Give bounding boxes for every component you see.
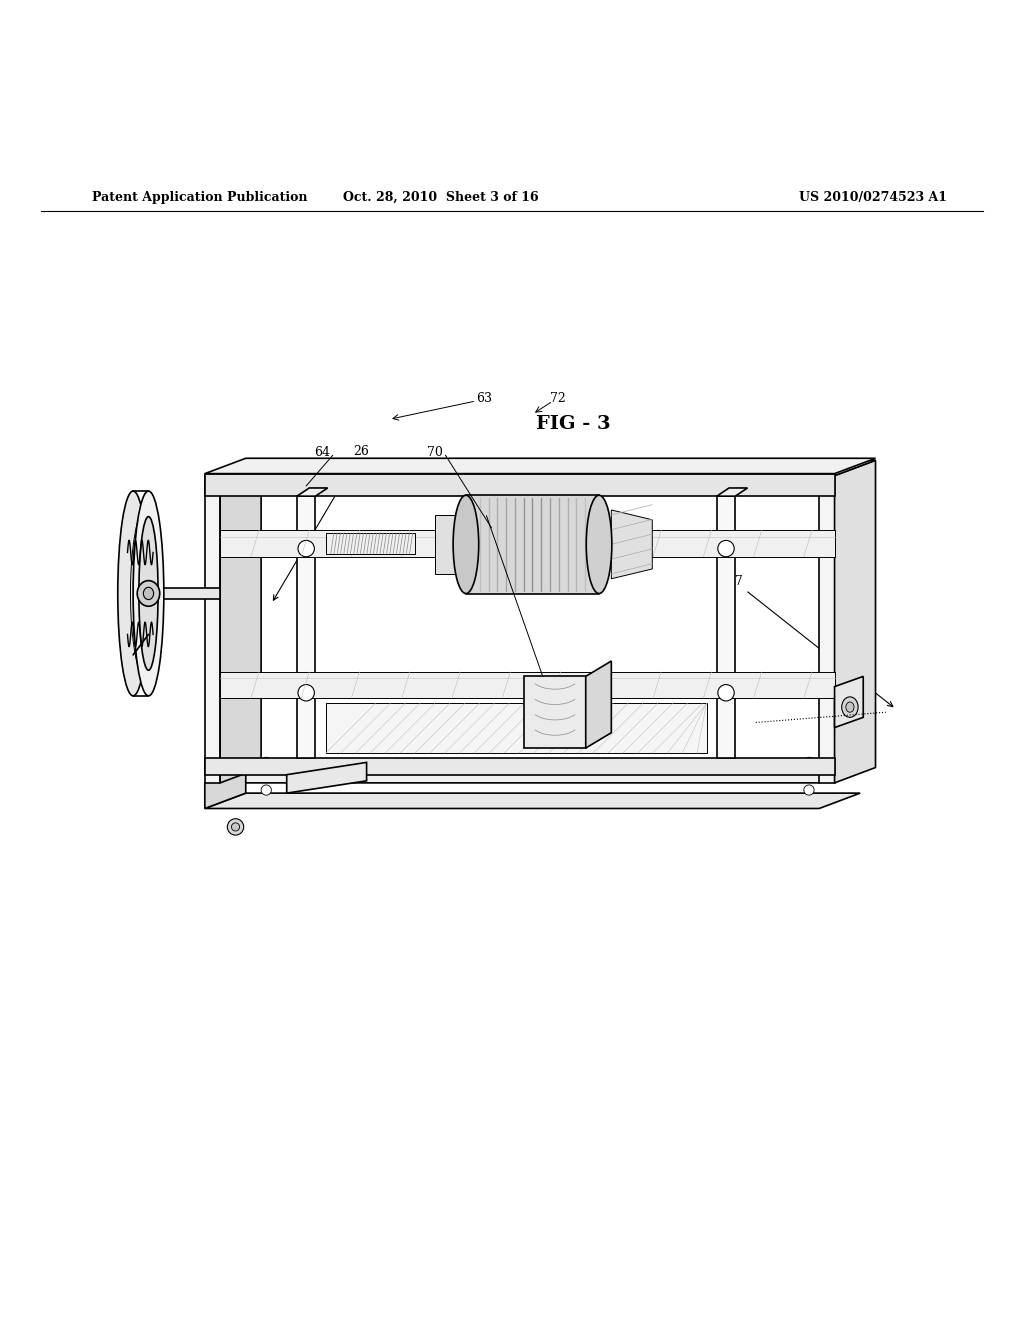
Ellipse shape (298, 540, 314, 557)
Ellipse shape (846, 702, 854, 713)
Ellipse shape (231, 822, 240, 832)
Polygon shape (205, 461, 261, 475)
Text: Patent Application Publication: Patent Application Publication (92, 190, 307, 203)
Ellipse shape (139, 516, 158, 671)
Ellipse shape (298, 685, 314, 701)
Polygon shape (220, 531, 835, 557)
Ellipse shape (261, 758, 271, 767)
Ellipse shape (718, 540, 734, 557)
Ellipse shape (227, 818, 244, 836)
Text: 70: 70 (427, 446, 443, 458)
Ellipse shape (143, 587, 154, 599)
Polygon shape (835, 461, 876, 783)
Text: US 2010/0274523 A1: US 2010/0274523 A1 (799, 190, 947, 203)
Polygon shape (205, 458, 876, 474)
Ellipse shape (137, 581, 160, 606)
Polygon shape (717, 488, 748, 496)
Text: FIG - 3: FIG - 3 (537, 416, 610, 433)
Ellipse shape (118, 491, 148, 696)
Text: 26: 26 (273, 445, 370, 601)
Ellipse shape (804, 758, 814, 767)
Ellipse shape (718, 685, 734, 701)
Ellipse shape (261, 785, 271, 795)
Polygon shape (205, 474, 835, 496)
Polygon shape (220, 461, 261, 783)
Polygon shape (205, 767, 860, 783)
Polygon shape (148, 589, 220, 598)
Ellipse shape (586, 495, 611, 594)
Polygon shape (205, 767, 246, 808)
Polygon shape (524, 676, 586, 748)
Polygon shape (435, 515, 466, 574)
Polygon shape (819, 475, 835, 783)
Polygon shape (287, 763, 367, 793)
Ellipse shape (453, 495, 479, 594)
Polygon shape (205, 475, 220, 783)
Polygon shape (326, 533, 415, 553)
Polygon shape (220, 672, 835, 698)
Ellipse shape (842, 697, 858, 717)
Ellipse shape (804, 785, 814, 795)
Polygon shape (297, 496, 315, 758)
Ellipse shape (133, 491, 164, 696)
Text: 68: 68 (471, 512, 487, 525)
Polygon shape (835, 676, 863, 727)
Polygon shape (205, 793, 860, 808)
Polygon shape (205, 758, 835, 775)
Polygon shape (297, 488, 328, 496)
Text: 63: 63 (476, 392, 493, 405)
Polygon shape (326, 704, 707, 754)
Polygon shape (466, 495, 599, 594)
Text: 66: 66 (355, 484, 372, 498)
Text: 64: 64 (314, 446, 331, 458)
Text: Oct. 28, 2010  Sheet 3 of 16: Oct. 28, 2010 Sheet 3 of 16 (342, 190, 539, 203)
Polygon shape (611, 510, 652, 578)
Polygon shape (586, 661, 611, 748)
Text: 27: 27 (727, 576, 893, 706)
Polygon shape (819, 461, 876, 475)
Polygon shape (717, 496, 735, 758)
Text: 72: 72 (550, 392, 566, 405)
